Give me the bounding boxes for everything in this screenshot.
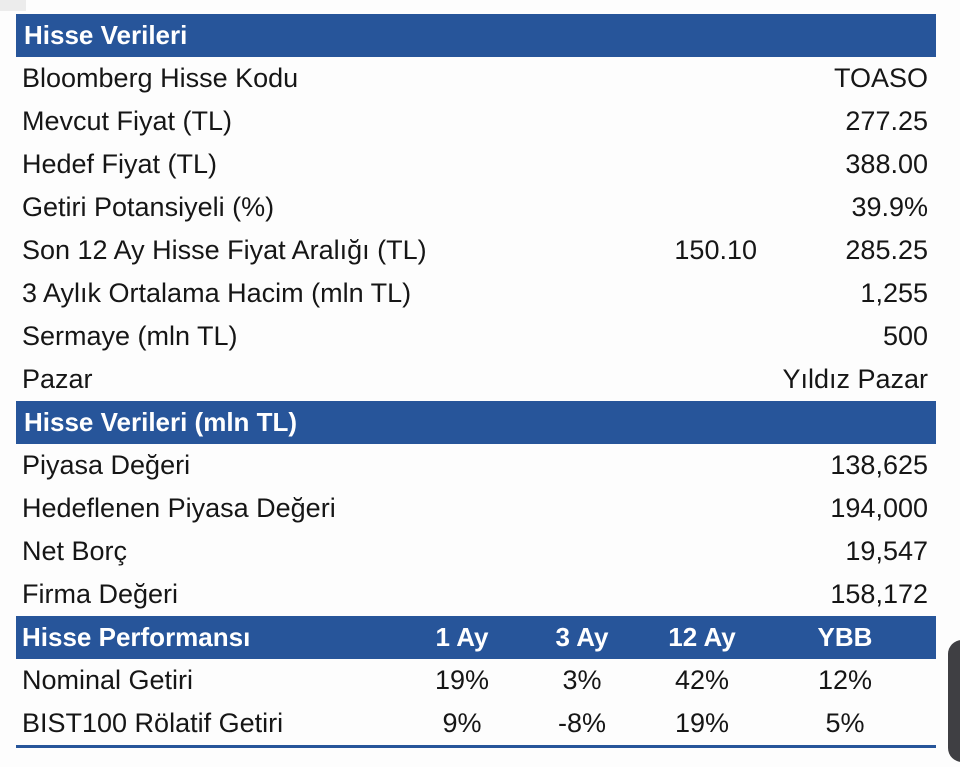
side-handle[interactable]: [948, 640, 960, 762]
section-title: Hisse Performansı: [22, 622, 251, 652]
section-header-stock-data-mln: Hisse Verileri (mln TL): [16, 401, 936, 444]
table-row: 3 Aylık Ortalama Hacim (mln TL) 1,255: [16, 272, 936, 315]
section-header-stock-data: Hisse Verileri: [16, 14, 936, 57]
row-value: 285.25: [845, 235, 928, 265]
table-row: Firma Değeri 158,172: [16, 573, 936, 616]
cell-value: 5%: [825, 708, 865, 738]
row-value: 158,172: [830, 579, 928, 609]
row-label: BIST100 Rölatif Getiri: [22, 708, 284, 738]
row-label: Hedeflenen Piyasa Değeri: [22, 493, 336, 523]
row-value: TOASO: [833, 63, 928, 93]
column-header-12ay: 12 Ay: [668, 622, 736, 652]
row-label: Bloomberg Hisse Kodu: [22, 63, 299, 93]
table-row: BIST100 Rölatif Getiri 9% -8% 19% 5%: [16, 702, 936, 745]
row-value: 500: [882, 321, 928, 351]
row-value: 1,255: [860, 278, 928, 308]
section-header-performance: Hisse Performansı 1 Ay 3 Ay 12 Ay YBB: [16, 616, 936, 659]
bottom-rule: [16, 745, 936, 748]
table-row: Piyasa Değeri 138,625: [16, 444, 936, 487]
row-label: Hedef Fiyat (TL): [22, 149, 218, 179]
row-label: Son 12 Ay Hisse Fiyat Aralığı (TL): [22, 235, 427, 265]
table-row: Mevcut Fiyat (TL) 277.25: [16, 100, 936, 143]
row-value: 39.9%: [851, 192, 928, 222]
table-row: Hedeflenen Piyasa Değeri 194,000: [16, 487, 936, 530]
row-label: 3 Aylık Ortalama Hacim (mln TL): [22, 278, 412, 308]
row-value: 388.00: [845, 149, 928, 179]
row-value: Yıldız Pazar: [782, 364, 928, 394]
table-row: Bloomberg Hisse Kodu TOASO: [16, 57, 936, 100]
table-row: Getiri Potansiyeli (%) 39.9%: [16, 186, 936, 229]
row-label: Mevcut Fiyat (TL): [22, 106, 233, 136]
row-label: Net Borç: [22, 536, 128, 566]
cell-value: 12%: [817, 665, 873, 695]
table-row: Nominal Getiri 19% 3% 42% 12%: [16, 659, 936, 702]
section-title: Hisse Verileri (mln TL): [24, 407, 298, 437]
cell-value: 9%: [442, 708, 482, 738]
cell-value: 19%: [434, 665, 490, 695]
table-row: Son 12 Ay Hisse Fiyat Aralığı (TL) 150.1…: [16, 229, 936, 272]
table-row: Pazar Yıldız Pazar: [16, 358, 936, 401]
column-header-1ay: 1 Ay: [435, 622, 489, 652]
row-label: Nominal Getiri: [22, 665, 194, 695]
column-header-ybb: YBB: [817, 622, 873, 652]
table-row: Hedef Fiyat (TL) 388.00: [16, 143, 936, 186]
row-value: 194,000: [830, 493, 928, 523]
cell-value: 19%: [674, 708, 730, 738]
row-label: Getiri Potansiyeli (%): [22, 192, 275, 222]
row-label: Piyasa Değeri: [22, 450, 191, 480]
corner-artifact: [0, 0, 26, 11]
row-label: Firma Değeri: [22, 579, 179, 609]
table-row: Net Borç 19,547: [16, 530, 936, 573]
row-label: Sermaye (mln TL): [22, 321, 238, 351]
row-value: 138,625: [830, 450, 928, 480]
stock-data-panel: Hisse Verileri Bloomberg Hisse Kodu TOAS…: [16, 14, 936, 748]
cell-value: 3%: [562, 665, 602, 695]
cell-value: 42%: [674, 665, 730, 695]
column-header-3ay: 3 Ay: [555, 622, 609, 652]
cell-value: -8%: [557, 708, 606, 738]
section-title: Hisse Verileri: [24, 20, 188, 50]
row-label: Pazar: [22, 364, 93, 394]
row-value: 277.25: [845, 106, 928, 136]
table-row: Sermaye (mln TL) 500: [16, 315, 936, 358]
row-value: 19,547: [845, 536, 928, 566]
row-value-low: 150.10: [674, 235, 757, 265]
